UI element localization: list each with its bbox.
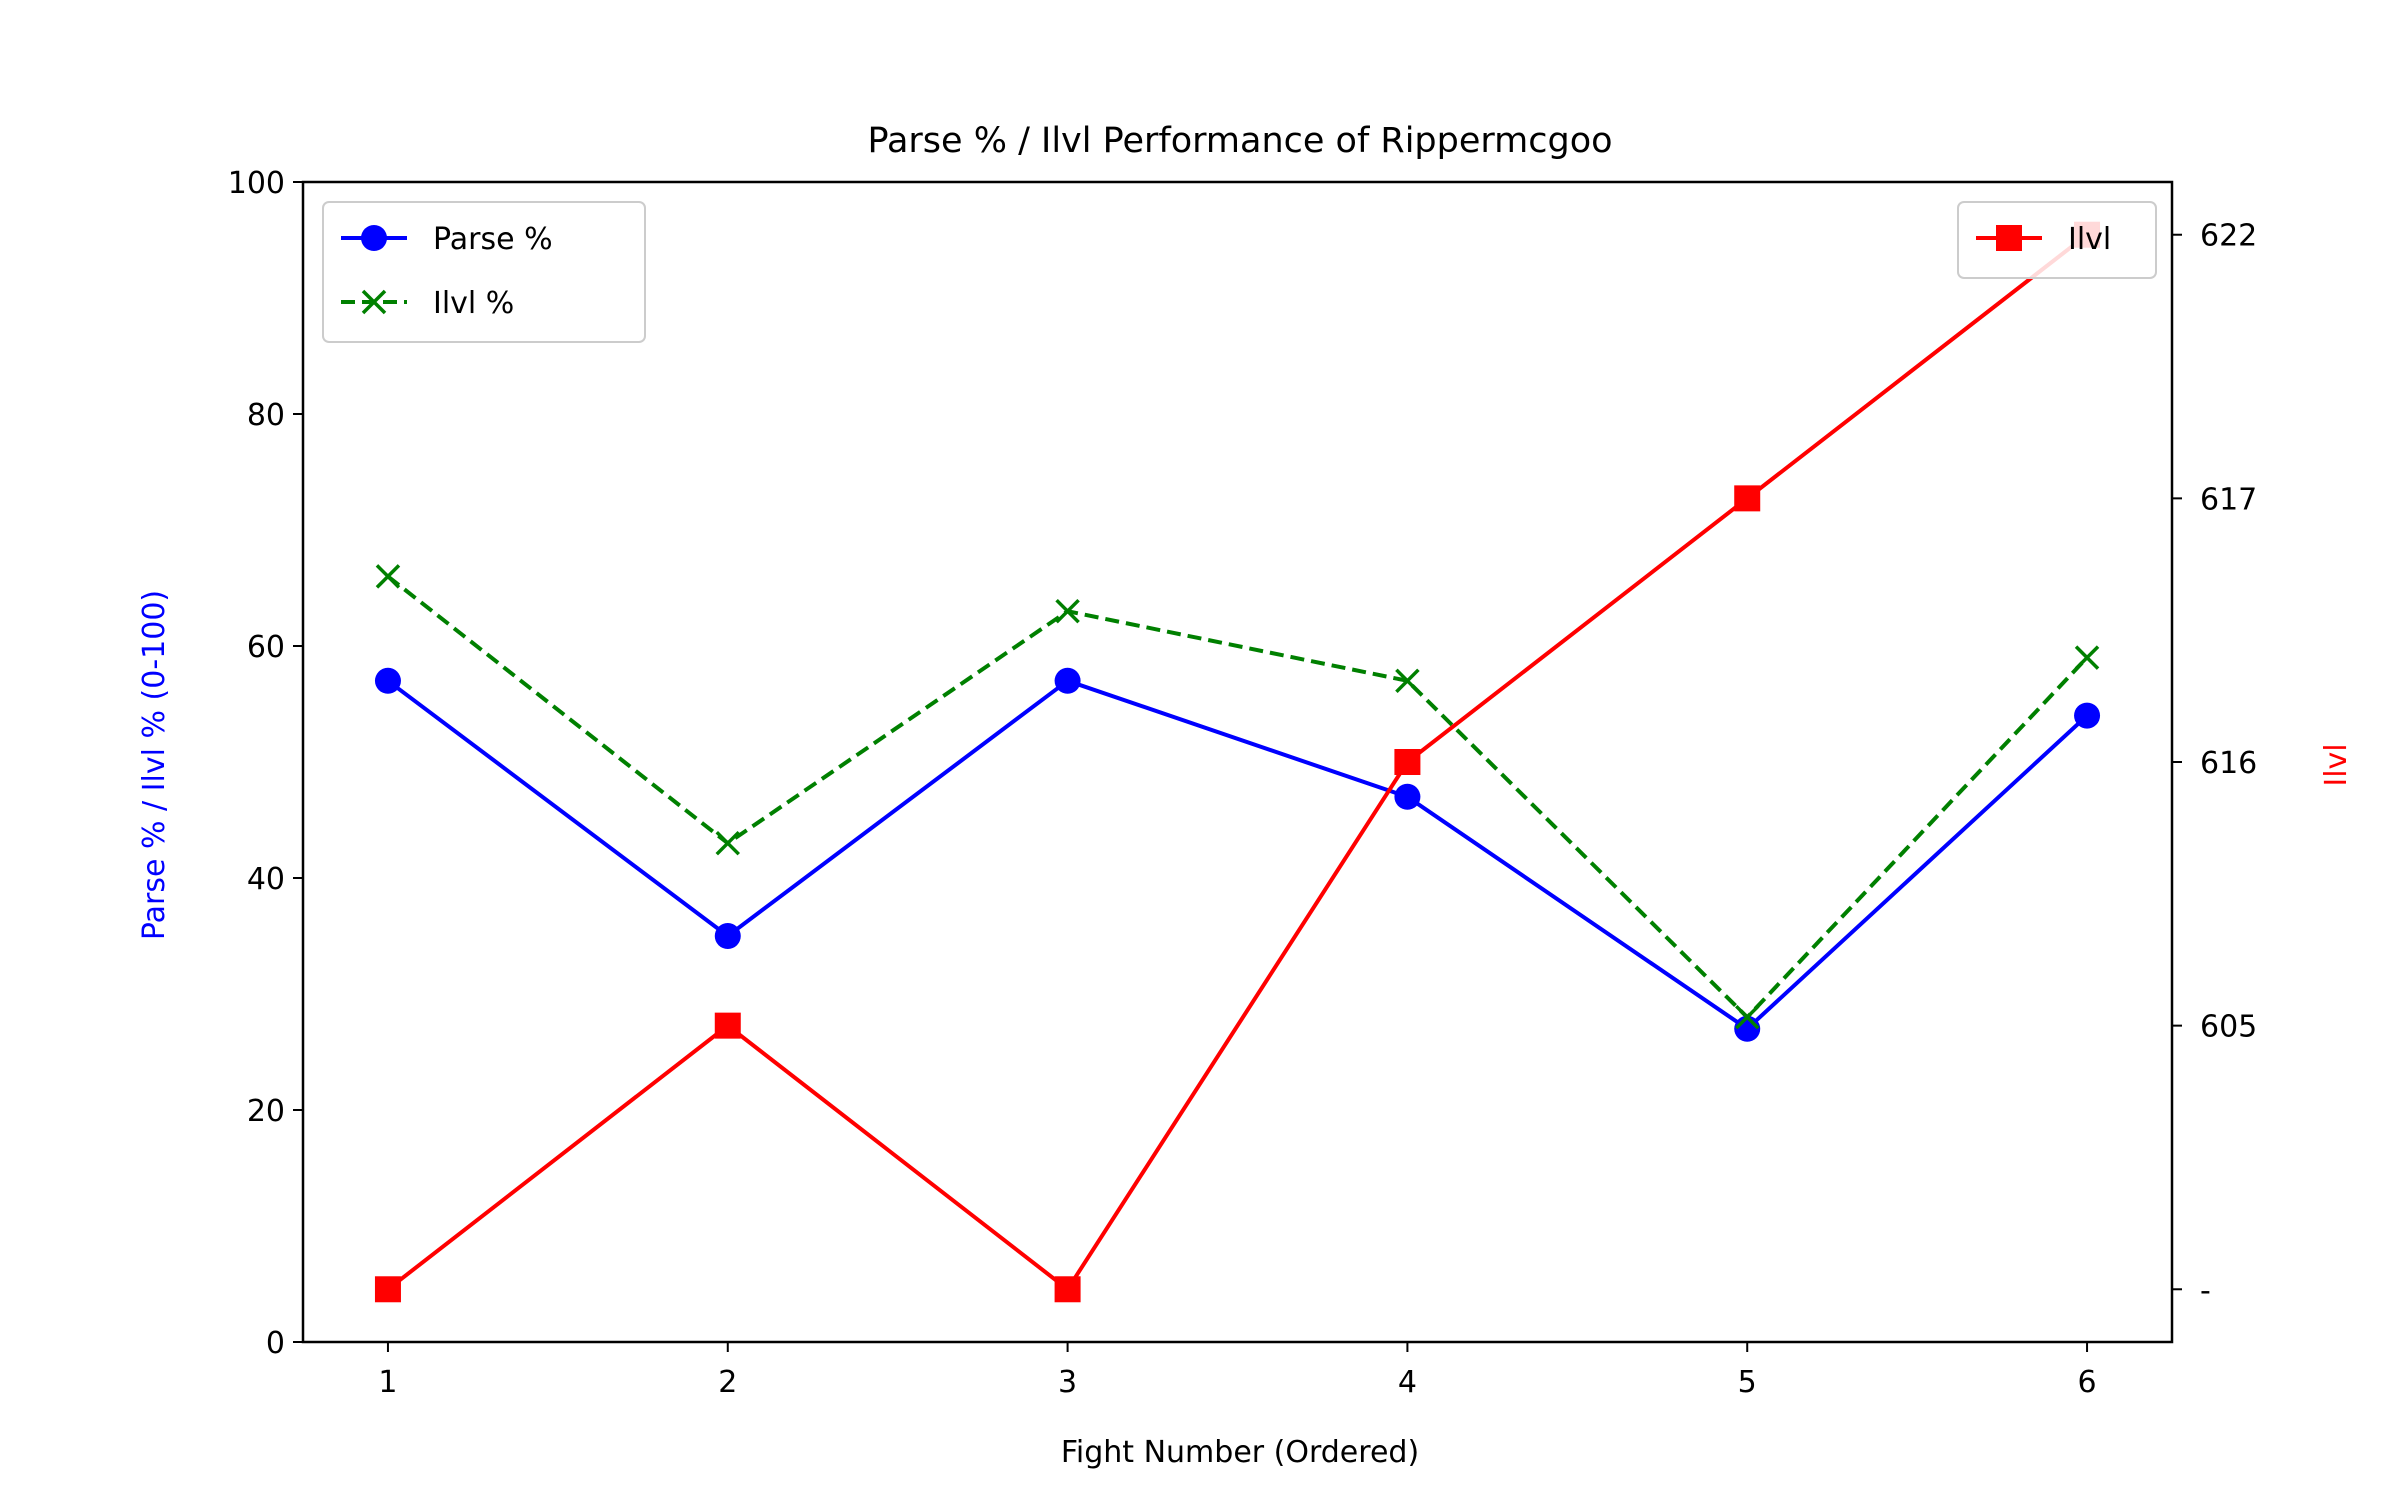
plot-layer [374, 221, 2101, 1303]
data-point-ilvl [1054, 1276, 1081, 1303]
series-line-ilvl [386, 574, 2089, 1020]
data-point-ilvl [1734, 485, 1761, 512]
y-tick-label-left: 80 [247, 398, 285, 433]
legend-label-ilvl: Ilvl [2068, 222, 2111, 257]
series-line-parse [386, 678, 2089, 1031]
y-tick-label-right: 616 [2200, 746, 2257, 781]
legend-label-parse: Parse % [433, 222, 553, 257]
data-point-ilvl [2074, 645, 2100, 670]
data-point-ilvl [374, 1276, 401, 1303]
data-point-parse [714, 923, 741, 949]
data-point-parse [1394, 783, 1421, 810]
data-point-ilvl [1395, 668, 1420, 694]
data-point-parse [1054, 667, 1081, 694]
y-tick-label-left: 100 [228, 166, 285, 201]
y-tick-label-right: 617 [2200, 482, 2257, 517]
x-tick-label: 1 [378, 1365, 397, 1400]
legend-marker-parse [361, 225, 387, 251]
legend-box [1957, 201, 2157, 279]
y-tick-label-right: 605 [2200, 1010, 2257, 1045]
data-point-ilvl [1394, 749, 1421, 775]
y-tick-label-left: 60 [247, 630, 285, 665]
data-point-ilvl [375, 564, 401, 589]
x-axis-label: Fight Number (Ordered) [1061, 1435, 1419, 1470]
y-axis-label-right: Ilvl [2319, 743, 2354, 786]
legend-marker-ilvl [361, 289, 387, 315]
chart-title: Parse % / Ilvl Performance of Rippermcgo… [867, 121, 1612, 161]
series-line-ilvl [386, 233, 2089, 1292]
y-tick-label-right: 622 [2200, 219, 2257, 254]
legend-marker-ilvl [1996, 225, 2022, 251]
x-tick-label: 6 [2077, 1365, 2096, 1400]
data-point-parse [2074, 702, 2101, 729]
legend-label-ilvl: Ilvl % [433, 286, 514, 321]
data-point-ilvl [1055, 598, 1080, 624]
x-tick-label: 3 [1058, 1365, 1077, 1400]
legend-layer: Parse % Ilvl % Ilvl [322, 201, 2157, 343]
data-point-ilvl [1734, 1004, 1760, 1030]
data-point-ilvl [715, 830, 741, 856]
plot-frame [301, 180, 2174, 1344]
x-tick-label: 5 [1738, 1365, 1757, 1400]
data-point-parse [1734, 1015, 1761, 1042]
y-tick-label-left: 40 [247, 862, 285, 897]
y-axis-label-left: Parse % / Ilvl % (0-100) [137, 590, 172, 940]
x-tick-label: 4 [1398, 1365, 1417, 1400]
data-point-ilvl [714, 1012, 741, 1039]
y-tick-label-left: 0 [266, 1326, 285, 1361]
data-point-parse [374, 667, 401, 694]
y-tick-label-right: - [2200, 1273, 2211, 1308]
y-tick-label-left: 20 [247, 1094, 285, 1129]
x-tick-label: 2 [718, 1365, 737, 1400]
